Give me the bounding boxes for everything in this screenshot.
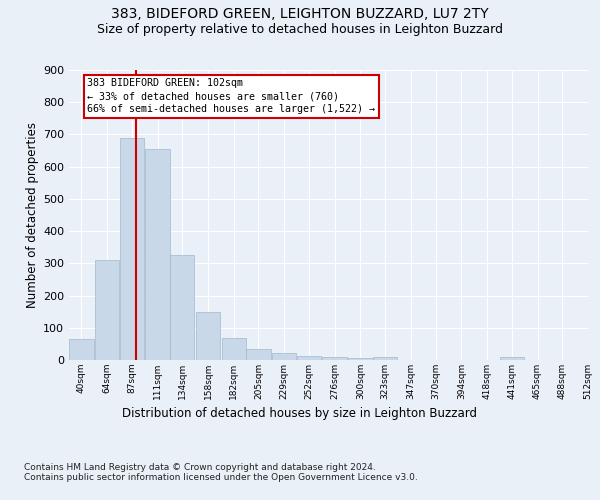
Bar — [373, 357, 397, 360]
Bar — [348, 358, 373, 360]
Bar — [119, 138, 144, 360]
Text: 383, BIDEFORD GREEN, LEIGHTON BUZZARD, LU7 2TY: 383, BIDEFORD GREEN, LEIGHTON BUZZARD, L… — [111, 8, 489, 22]
Bar — [272, 353, 296, 360]
Bar — [500, 358, 524, 360]
Bar — [296, 356, 321, 360]
Bar — [145, 149, 170, 360]
Bar — [322, 358, 347, 360]
Bar — [221, 338, 246, 360]
Text: Size of property relative to detached houses in Leighton Buzzard: Size of property relative to detached ho… — [97, 22, 503, 36]
Text: Distribution of detached houses by size in Leighton Buzzard: Distribution of detached houses by size … — [122, 408, 478, 420]
Text: 383 BIDEFORD GREEN: 102sqm
← 33% of detached houses are smaller (760)
66% of sem: 383 BIDEFORD GREEN: 102sqm ← 33% of deta… — [87, 78, 375, 114]
Bar — [246, 348, 271, 360]
Bar — [69, 339, 94, 360]
Bar — [196, 312, 220, 360]
Bar — [170, 256, 194, 360]
Text: Contains HM Land Registry data © Crown copyright and database right 2024.
Contai: Contains HM Land Registry data © Crown c… — [24, 462, 418, 482]
Y-axis label: Number of detached properties: Number of detached properties — [26, 122, 39, 308]
Bar — [95, 260, 119, 360]
